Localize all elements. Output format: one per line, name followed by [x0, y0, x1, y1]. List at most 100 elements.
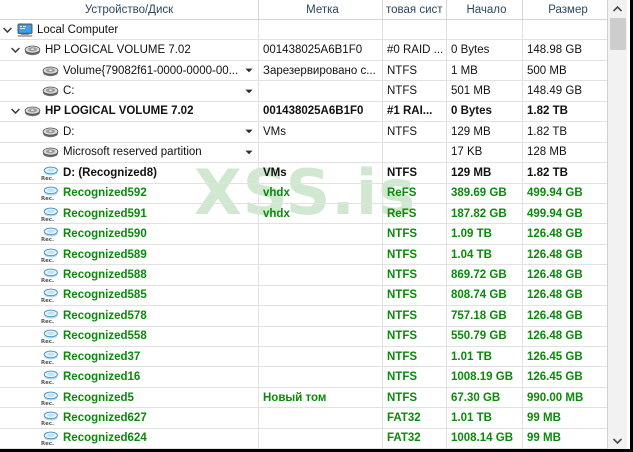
cell-label: [259, 244, 383, 265]
cell-device: Rec. Recognized627: [0, 408, 259, 428]
recognized-icon: Rec.: [41, 206, 60, 222]
table-row[interactable]: Rec. Recognized591 vhdx ReFS 187.82 GB 499.94…: [0, 203, 610, 225]
recognized-icon: Rec.: [41, 287, 60, 303]
cell-size: 126.45 GB: [527, 350, 583, 363]
cell-filesystem: NTFS: [383, 326, 447, 346]
cell-start: 0 Bytes: [447, 40, 523, 60]
cell-start: 17 KB: [447, 142, 523, 163]
device-label: Recognized16: [63, 371, 141, 384]
table-row[interactable]: Rec. Recognized578 NTFS 757.18 GB 126.48 GB: [0, 306, 610, 327]
table-row[interactable]: Rec. Recognized588 NTFS 869.72 GB 126.48 GB: [0, 265, 610, 286]
table-row[interactable]: D: VMs NTFS 129 MB 1.82 TB: [0, 122, 610, 143]
table-row[interactable]: Rec. D: (Recognized8) VMs NTFS 129 MB 1.82 TB: [0, 163, 610, 184]
row-dropdown-icon[interactable]: [243, 143, 255, 162]
cell-label: VMs: [259, 163, 383, 183]
cell-start: 129 MB: [447, 122, 523, 142]
recognized-icon: Rec.: [41, 308, 60, 324]
table-row[interactable]: Rec. Recognized592 vhdx ReFS 389.69 GB 499.94…: [0, 183, 610, 204]
svg-text:Rec.: Rec.: [41, 176, 54, 181]
cell-size: 126.48 GB: [527, 228, 583, 241]
cell-start: 550.79 GB: [447, 326, 523, 346]
column-header-label[interactable]: Метка: [259, 0, 383, 19]
device-label: Recognized591: [63, 207, 147, 220]
chevron-down-icon[interactable]: [608, 432, 627, 449]
svg-text:Rec.: Rec.: [41, 298, 54, 303]
cell-start: 129 MB: [447, 163, 523, 183]
device-label: Microsoft reserved partition: [63, 146, 202, 159]
expand-chevron-icon[interactable]: [8, 102, 23, 121]
drive-icon: [23, 42, 42, 58]
cell-label: [259, 20, 383, 40]
cell-filesystem: ReFS: [383, 203, 447, 224]
cell-device: Rec. Recognized589: [0, 244, 259, 265]
row-dropdown-icon[interactable]: [243, 122, 255, 141]
row-dropdown-icon[interactable]: [243, 81, 255, 100]
cell-start: 869.72 GB: [447, 265, 523, 285]
cell-label: [259, 142, 383, 163]
svg-text:Rec.: Rec.: [41, 196, 54, 201]
cell-filesystem: NTFS: [383, 244, 447, 265]
table-row[interactable]: Rec. Recognized16 NTFS 1008.19 GB 126.45 GB: [0, 367, 610, 388]
chevron-up-icon[interactable]: [608, 0, 627, 17]
scrollbar-thumb[interactable]: [610, 18, 626, 50]
device-label: HP LOGICAL VOLUME 7.02: [45, 105, 194, 118]
column-header-device[interactable]: Устройство/Диск: [0, 0, 259, 19]
cell-label: vhdx: [259, 203, 383, 224]
svg-text:Rec.: Rec.: [41, 421, 54, 426]
cell-size: [523, 20, 610, 39]
table-row[interactable]: Rec. Recognized5 Новый том NTFS 67.30 GB 990.…: [0, 387, 610, 409]
cell-device: Rec. Recognized16: [0, 367, 259, 387]
table-row[interactable]: Rec. Recognized590 NTFS 1.09 TB 126.48 GB: [0, 224, 610, 245]
cell-start: 1008.14 GB: [447, 428, 523, 449]
cell-filesystem: NTFS: [383, 81, 447, 101]
column-header-start[interactable]: Начало: [447, 0, 523, 19]
table-row[interactable]: Rec. Recognized558 NTFS 550.79 GB 126.48 GB: [0, 326, 610, 347]
cell-size: 499.94 GB: [527, 207, 583, 220]
table-row[interactable]: Rec. Recognized37 NTFS 1.01 TB 126.45 GB: [0, 347, 610, 368]
vertical-scrollbar[interactable]: [607, 0, 627, 449]
table-row[interactable]: Local Computer: [0, 20, 610, 41]
expand-chevron-icon[interactable]: [0, 20, 15, 39]
table-row[interactable]: Rec. Recognized627 FAT32 1.01 TB 99 MB: [0, 408, 610, 429]
cell-label: [259, 347, 383, 367]
table-body: Local Computer HP LOGICAL VOLUME 7.02 0014…: [0, 20, 610, 449]
cell-size: 1.82 TB: [527, 125, 568, 138]
drive-icon: [41, 63, 60, 79]
cell-device: Rec. Recognized5: [0, 387, 259, 408]
cell-filesystem: [383, 142, 447, 163]
cell-device: Rec. Recognized591: [0, 203, 259, 224]
drive-icon: [41, 144, 60, 160]
cell-filesystem: #0 RAID ...: [383, 40, 447, 60]
drive-icon: [41, 124, 60, 140]
svg-text:Rec.: Rec.: [41, 278, 54, 283]
table-row[interactable]: Rec. Recognized585 NTFS 808.74 GB 126.48 GB: [0, 285, 610, 307]
cell-label: 001438025A6B1F0: [259, 101, 383, 122]
cell-start: 757.18 GB: [447, 306, 523, 326]
table-row[interactable]: Rec. Recognized589 NTFS 1.04 TB 126.48 GB: [0, 244, 610, 266]
cell-label: Зарезервировано с...: [259, 60, 383, 81]
cell-device: HP LOGICAL VOLUME 7.02: [0, 40, 259, 60]
cell-size: 99 MB: [527, 412, 561, 425]
device-label: Recognized588: [63, 268, 147, 281]
device-label: Recognized578: [63, 309, 147, 322]
device-label: Recognized558: [63, 330, 147, 343]
device-label: Recognized592: [63, 187, 147, 200]
device-label: Recognized37: [63, 350, 141, 363]
table-row[interactable]: HP LOGICAL VOLUME 7.02 001438025A6B1F0 #0 …: [0, 40, 610, 61]
cell-start: 808.74 GB: [447, 285, 523, 306]
cell-filesystem: [383, 20, 447, 40]
expand-chevron-icon[interactable]: [8, 40, 23, 59]
cell-filesystem: NTFS: [383, 367, 447, 387]
svg-text:Rec.: Rec.: [41, 441, 54, 446]
table-row[interactable]: Rec. Recognized624 FAT32 1008.14 GB 99 MB: [0, 428, 610, 449]
table-row[interactable]: Volume{79082f61-0000-0000-00... Зарезерви…: [0, 60, 610, 82]
column-header-filesystem[interactable]: товая сист: [383, 0, 447, 19]
table-row[interactable]: C: NTFS 501 MB 148.49 GB: [0, 81, 610, 102]
table-row[interactable]: Microsoft reserved partition 17 KB 128 MB: [0, 142, 610, 164]
cell-label: [259, 306, 383, 326]
computer-icon: [15, 22, 34, 38]
table-row[interactable]: HP LOGICAL VOLUME 7.02 001438025A6B1F0 #1 …: [0, 101, 610, 123]
cell-size: 148.98 GB: [527, 44, 582, 57]
column-header-size[interactable]: Размер: [523, 0, 610, 19]
row-dropdown-icon[interactable]: [243, 61, 255, 80]
